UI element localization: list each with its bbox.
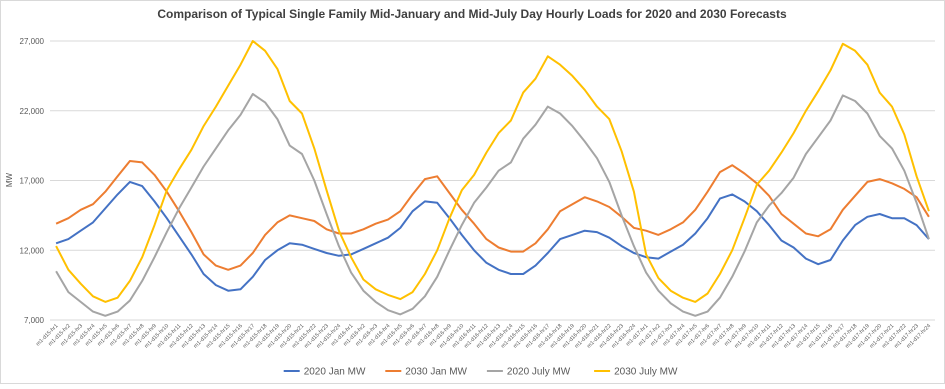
chart-title: Comparison of Typical Single Family Mid-… <box>157 7 787 21</box>
y-tick-label: 17,000 <box>20 177 45 186</box>
series-line <box>55 160 930 271</box>
legend-label: 2030 July MW <box>614 367 678 378</box>
y-tick-label: 22,000 <box>20 107 45 116</box>
y-tick-label: 27,000 <box>20 37 45 46</box>
legend-label: 2020 July MW <box>507 367 571 378</box>
series-line <box>55 40 930 303</box>
y-tick-label: 12,000 <box>20 246 45 255</box>
y-axis-title: MW <box>5 172 14 187</box>
legend-label: 2020 Jan MW <box>304 367 366 378</box>
legend-label: 2030 Jan MW <box>405 367 467 378</box>
series-line <box>55 180 930 292</box>
series-line <box>55 93 930 317</box>
y-tick-label: 7,000 <box>24 316 45 325</box>
